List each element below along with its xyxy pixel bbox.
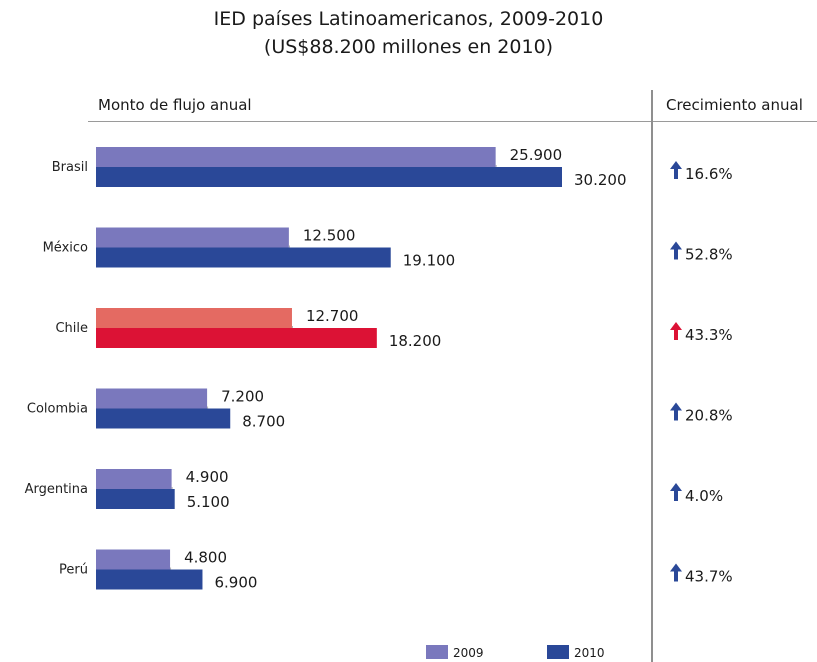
category-label-colombia: Colombia: [27, 402, 88, 417]
up-arrow-icon-colombia: [670, 402, 682, 421]
value-label-2009-mexico: 12.500: [303, 227, 356, 245]
bar-2010-chile: [96, 328, 377, 348]
up-arrow-icon-brasil: [670, 161, 682, 179]
legend-swatch-2009: [426, 645, 448, 659]
growth-value-brasil: 16.6%: [685, 165, 733, 183]
chart-subtitle: (US$88.200 millones en 2010): [263, 36, 554, 58]
category-label-brasil: Brasil: [52, 160, 88, 175]
value-label-2010-brasil: 30.200: [574, 171, 627, 189]
growth-value-mexico: 52.8%: [685, 246, 733, 264]
growth-value-argentina: 4.0%: [685, 487, 723, 505]
bar-2009-chile: [96, 308, 292, 328]
up-arrow-icon-peru: [670, 563, 682, 582]
value-label-2009-argentina: 4.900: [186, 468, 229, 486]
category-label-mexico: México: [43, 241, 88, 256]
value-label-2010-argentina: 5.100: [187, 493, 230, 511]
header-divider: [88, 121, 817, 122]
bar-2010-brasil: [96, 167, 562, 187]
value-label-2010-colombia: 8.700: [242, 413, 285, 431]
bar-2009-argentina: [96, 469, 172, 489]
up-arrow-icon-argentina: [670, 483, 682, 501]
category-label-chile: Chile: [55, 321, 88, 336]
value-label-2010-peru: 6.900: [214, 574, 257, 592]
chart-title: IED países Latinoamericanos, 2009-2010: [213, 8, 604, 30]
legend-label-2009: 2009: [453, 646, 484, 660]
column-divider: [651, 90, 653, 662]
left-column-header: Monto de flujo anual: [98, 96, 252, 114]
growth-value-peru: 43.7%: [685, 568, 733, 586]
value-label-2009-chile: 12.700: [306, 307, 359, 325]
legend-swatch-2010: [547, 645, 569, 659]
legend-label-2010: 2010: [574, 646, 605, 660]
value-label-2009-peru: 4.800: [184, 549, 227, 567]
bar-2009-peru: [96, 549, 171, 570]
bar-2010-mexico: [96, 247, 391, 268]
right-column-header: Crecimiento anual: [666, 96, 803, 114]
value-label-2010-chile: 18.200: [389, 332, 442, 350]
value-label-2009-brasil: 25.900: [510, 146, 563, 164]
up-arrow-icon-chile: [670, 322, 682, 340]
bar-2009-colombia: [96, 388, 208, 409]
bar-2010-colombia: [96, 408, 231, 429]
category-label-argentina: Argentina: [25, 482, 88, 497]
up-arrow-icon-mexico: [670, 241, 682, 260]
bar-2009-brasil: [96, 147, 496, 167]
bar-2009-mexico: [96, 227, 289, 248]
category-label-peru: Perú: [59, 563, 88, 578]
growth-value-colombia: 20.8%: [685, 407, 733, 425]
bar-2010-argentina: [96, 489, 175, 509]
value-label-2009-colombia: 7.200: [221, 388, 264, 406]
value-label-2010-mexico: 19.100: [403, 252, 456, 270]
bar-2010-peru: [96, 569, 203, 590]
growth-value-chile: 43.3%: [685, 326, 733, 344]
